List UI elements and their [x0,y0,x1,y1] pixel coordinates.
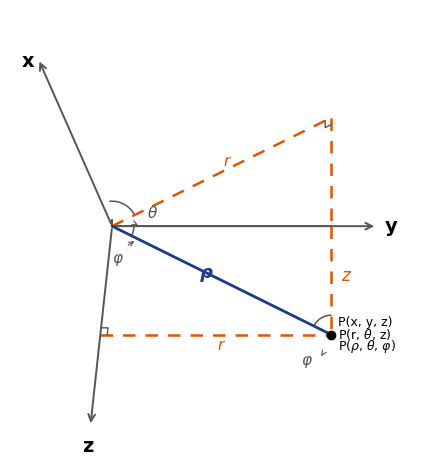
Text: z: z [83,437,94,456]
Text: φ: φ [302,353,312,368]
Text: r: r [217,338,223,353]
Text: y: y [385,217,398,236]
Text: P(r, $\theta$, z): P(r, $\theta$, z) [338,327,392,342]
Text: θ: θ [148,206,157,221]
Text: φ: φ [112,251,122,266]
Text: P(x, y, z): P(x, y, z) [338,316,392,329]
Text: x: x [21,53,34,71]
Text: r: r [223,154,229,169]
Text: ρ: ρ [200,264,213,282]
Text: z: z [341,267,350,285]
Text: P($\rho$, $\theta$, $\varphi$): P($\rho$, $\theta$, $\varphi$) [338,338,396,356]
